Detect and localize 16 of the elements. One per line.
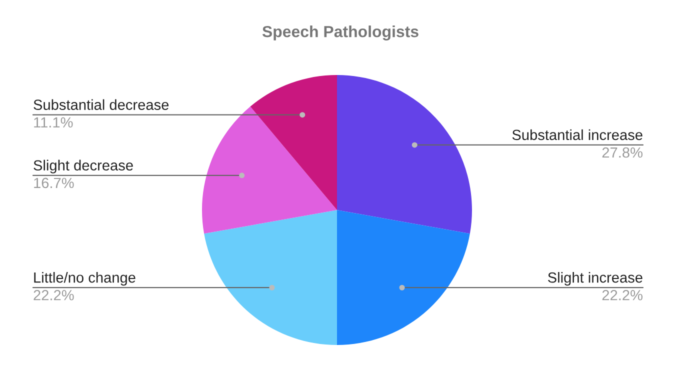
slice-label: Slight increase	[548, 272, 642, 286]
pie-slice	[250, 75, 337, 210]
data-label: 22.2%	[34, 290, 74, 300]
data-label: 27.8%	[602, 147, 642, 158]
slice-label: Substantial decrease	[34, 99, 169, 110]
data-label: 22.2%	[602, 290, 642, 300]
pie-slice	[337, 75, 472, 234]
pie-slice	[202, 106, 337, 234]
slice-label: Substantial increase	[512, 129, 642, 140]
data-label: 16.7%	[34, 178, 74, 188]
chart-title: Speech Pathologists	[262, 26, 418, 40]
slice-label: Little/no change	[34, 272, 136, 286]
pie-slice	[204, 210, 337, 345]
slice-label: Slight decrease	[34, 160, 133, 174]
data-label: 11.1%	[34, 117, 73, 128]
pie-slice	[337, 210, 470, 345]
